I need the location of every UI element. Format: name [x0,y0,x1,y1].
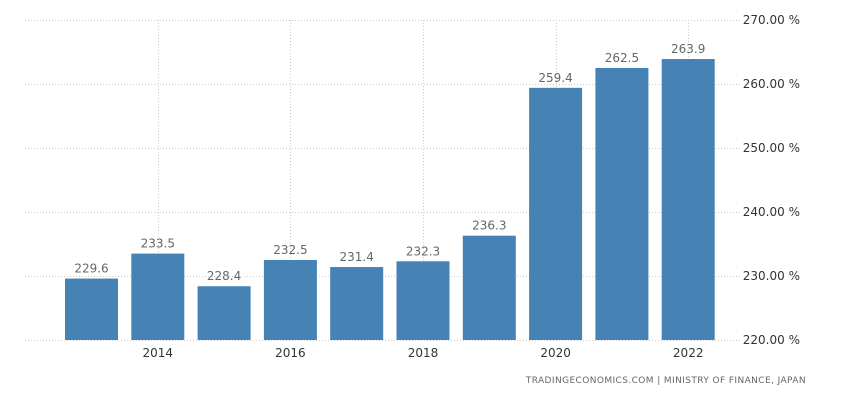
bar-2016 [263,260,317,340]
data-label-2019: 236.3 [472,219,506,233]
bar-2017 [330,267,384,340]
data-label-2022: 263.9 [671,42,705,56]
x-axis-ticks: 2014 2016 2018 2020 2022 [143,346,704,360]
x-tick-label-2014: 2014 [143,346,174,360]
data-label-2017: 231.4 [340,250,374,264]
source-attribution: TRADINGECONOMICS.COM | MINISTRY OF FINAN… [525,376,806,386]
y-tick-label: 220.00 % [743,333,800,347]
data-label-2016: 232.5 [273,243,307,257]
bar-2014 [131,253,185,340]
x-tick-label-2016: 2016 [275,346,306,360]
y-tick-label: 230.00 % [743,269,800,283]
y-tick-label: 270.00 % [743,13,800,27]
x-tick-label-2020: 2020 [540,346,571,360]
bar-2020 [529,87,583,340]
data-label-2020: 259.4 [538,71,572,85]
data-label-2018: 232.3 [406,244,440,258]
bar-2021 [595,68,649,340]
data-label-2015: 228.4 [207,269,241,283]
y-axis-ticks: 220.00 % 230.00 % 240.00 % 250.00 % 260.00 %… [743,13,800,347]
data-label-2013: 229.6 [74,262,108,276]
data-label-2014: 233.5 [141,237,175,251]
bar-2015 [197,286,251,340]
data-label-2021: 262.5 [605,51,639,65]
bar-2018 [396,261,450,340]
y-tick-label: 260.00 % [743,77,800,91]
x-tick-label-2022: 2022 [673,346,704,360]
bar-2019 [462,235,516,340]
data-label-layer: 229.6 233.5 228.4 232.5 231.4 232.3 236.3 259.4… [74,42,705,283]
bar-layer [65,59,715,340]
x-tick-label-2018: 2018 [408,346,439,360]
y-tick-label: 240.00 % [743,205,800,219]
bar-2022 [661,59,715,340]
y-tick-label: 250.00 % [743,141,800,155]
bar-2013 [65,278,118,340]
